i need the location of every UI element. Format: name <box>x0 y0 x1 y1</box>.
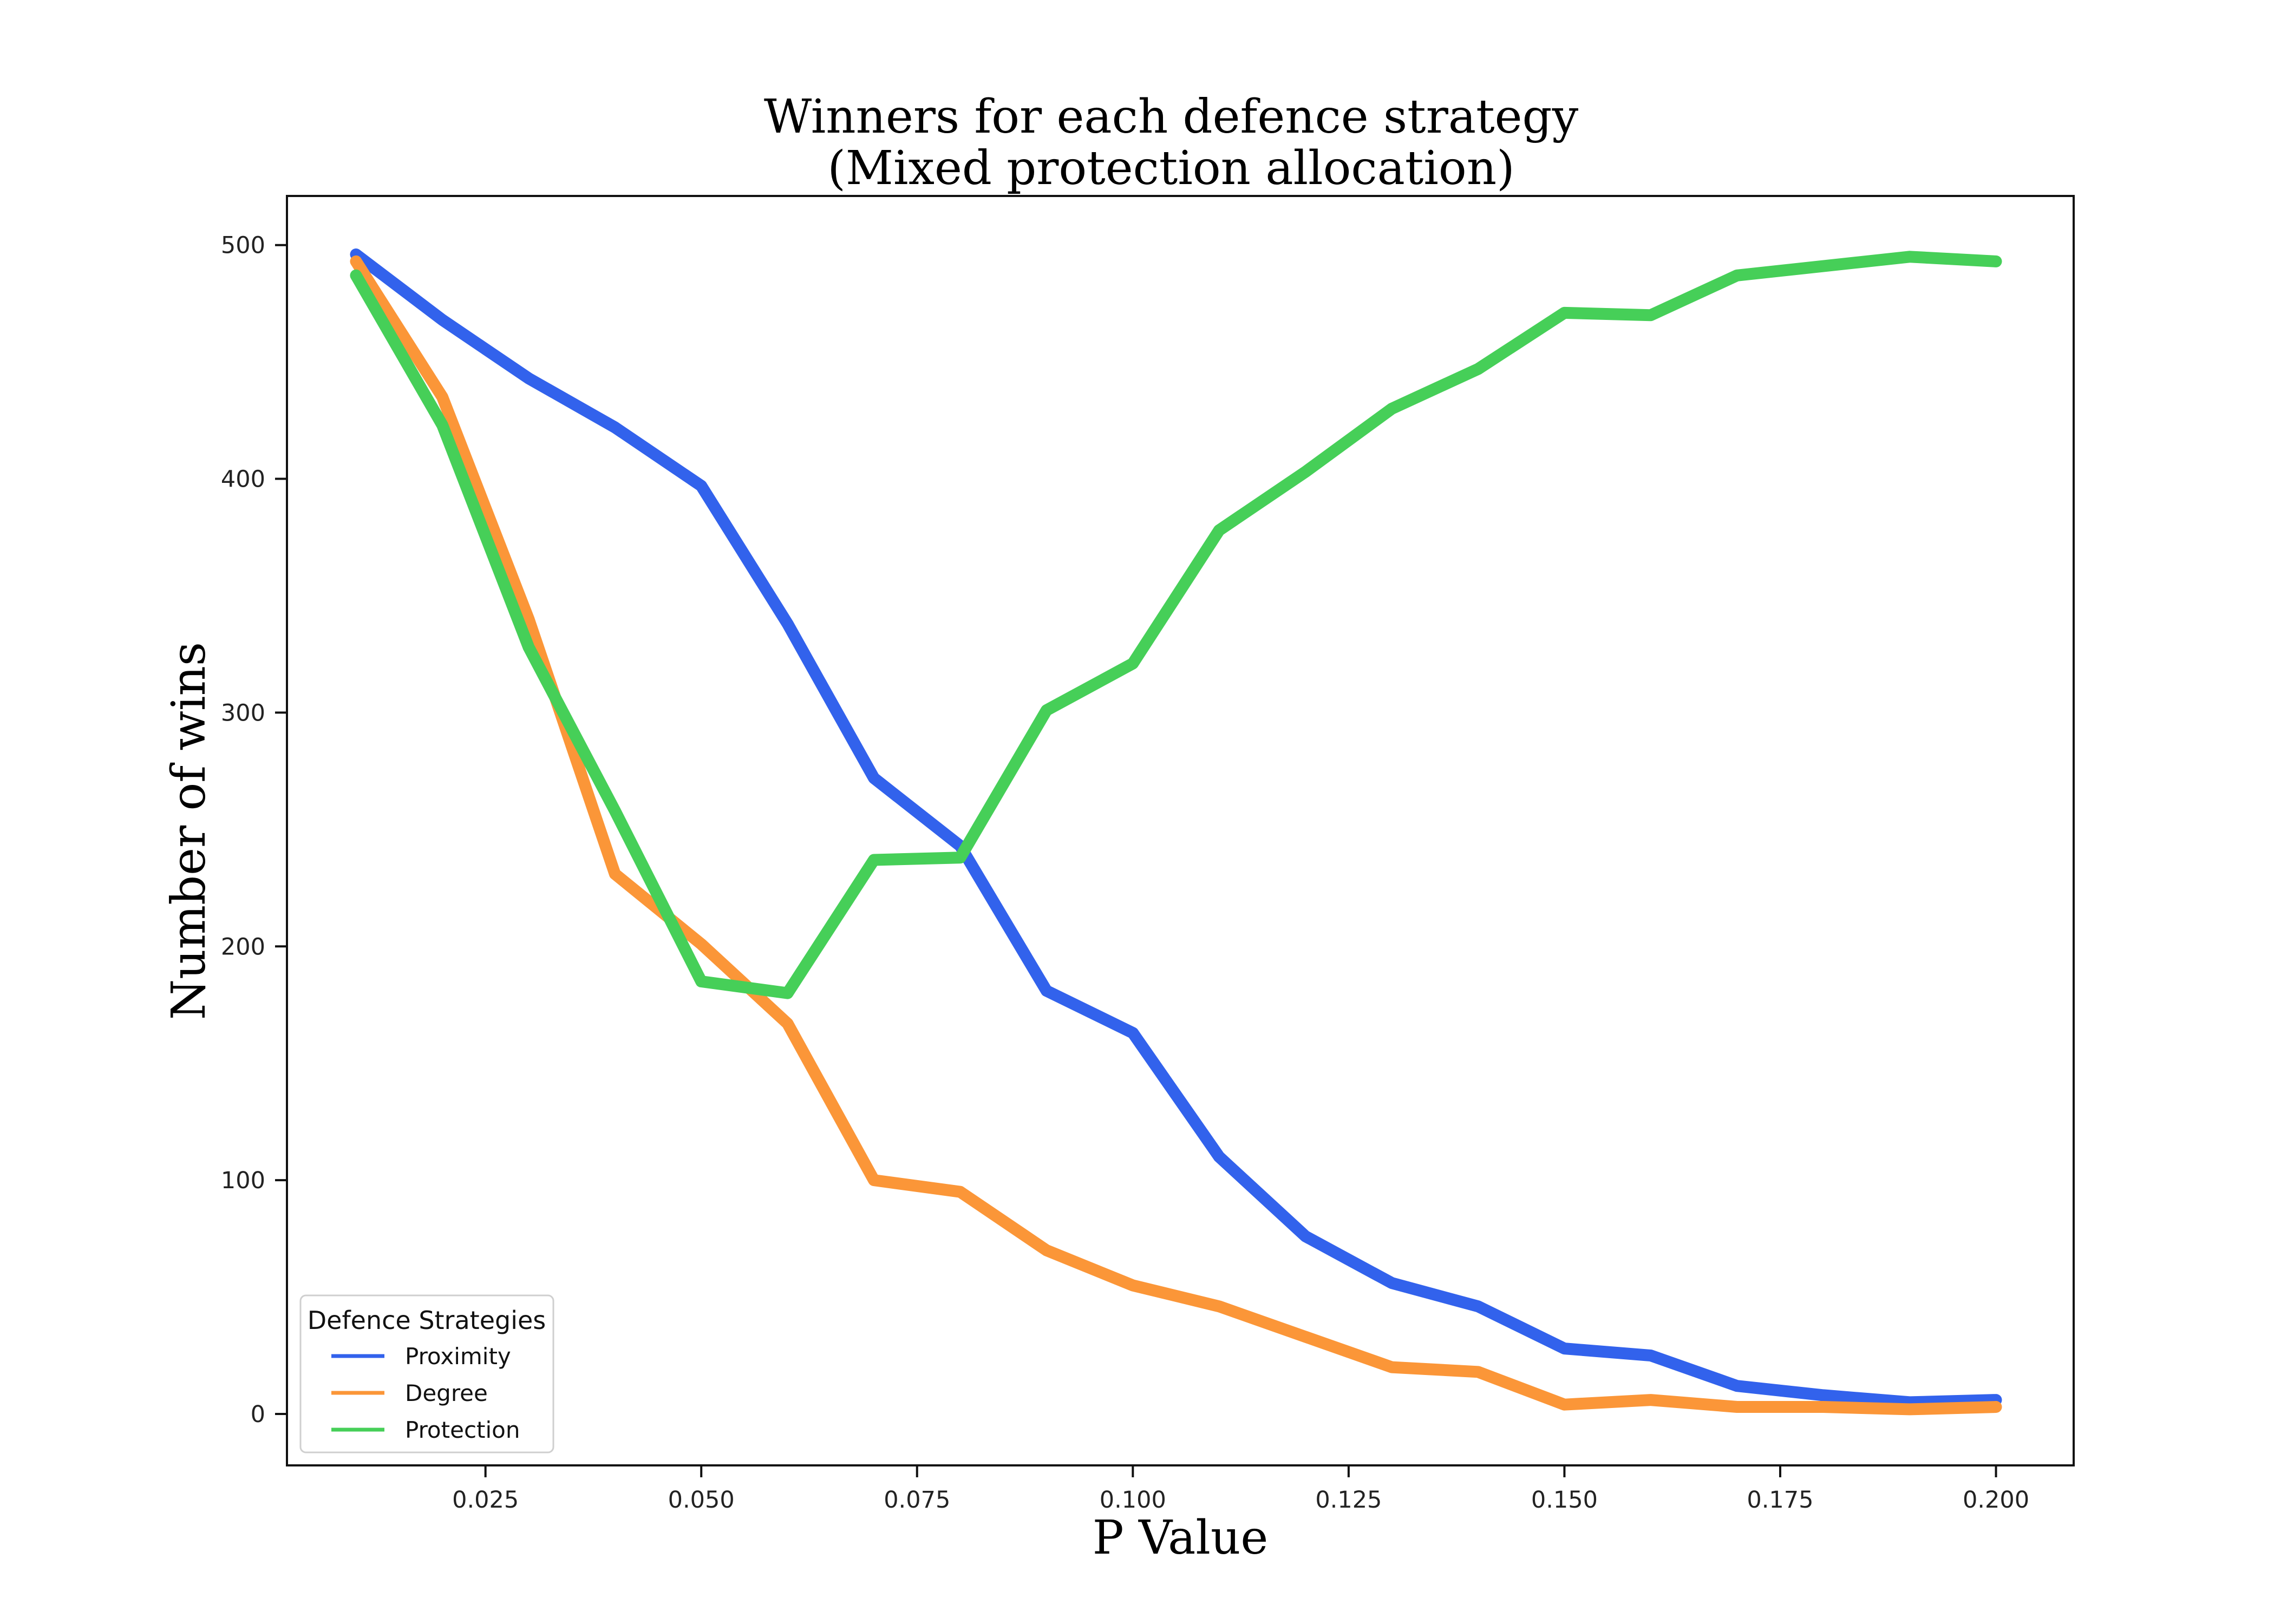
legend-title: Defence Strategies <box>308 1306 546 1335</box>
x-tick-label: 0.075 <box>884 1487 950 1514</box>
chart-title-line2: (Mixed protection allocation) <box>827 141 1514 195</box>
x-tick-label: 0.100 <box>1100 1487 1166 1514</box>
x-tick-label: 0.150 <box>1531 1487 1598 1514</box>
y-axis-ticks: 0 100 200 300 400 500 <box>221 232 287 1428</box>
x-tick-label: 0.200 <box>1963 1487 2029 1514</box>
legend-box <box>299 1294 554 1453</box>
y-tick-label: 0 <box>251 1401 265 1428</box>
series-line-degree <box>350 255 2002 1416</box>
plot-frame <box>286 195 2075 1466</box>
legend-entries: Proximity Degree Protection <box>331 1343 520 1443</box>
y-tick-label: 400 <box>221 466 265 493</box>
x-tick-label: 0.125 <box>1315 1487 1382 1514</box>
legend: Defence Strategies Proximity Degree Protec… <box>299 1294 554 1453</box>
y-tick-label: 300 <box>221 699 265 726</box>
x-axis-ticks: 0.025 0.050 0.075 0.100 0.125 0.150 0.175 0.200 <box>452 1465 2029 1514</box>
x-tick-label: 0.025 <box>452 1487 519 1514</box>
legend-label-proximity: Proximity <box>405 1343 511 1370</box>
x-tick-label: 0.050 <box>668 1487 735 1514</box>
y-axis-label: Number of wins <box>162 642 216 1020</box>
y-tick-label: 200 <box>221 933 265 960</box>
series-layer <box>350 248 2002 1416</box>
chart-title-line1: Winners for each defence strategy <box>764 90 1579 144</box>
y-tick-label: 500 <box>221 232 265 259</box>
x-tick-label: 0.175 <box>1747 1487 1813 1514</box>
legend-label-degree: Degree <box>405 1380 488 1406</box>
series-line-proximity <box>350 248 2002 1409</box>
legend-label-protection: Protection <box>405 1417 520 1443</box>
series-line-protection <box>350 251 2002 999</box>
y-tick-label: 100 <box>221 1167 265 1194</box>
x-axis-label: P Value <box>1093 1511 1268 1565</box>
